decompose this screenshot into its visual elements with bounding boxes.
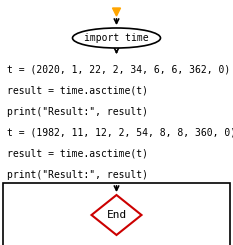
Text: result = time.asctime(t): result = time.asctime(t) xyxy=(7,86,148,96)
Text: import time: import time xyxy=(84,33,149,43)
Bar xyxy=(3,183,230,245)
Ellipse shape xyxy=(72,28,161,48)
Polygon shape xyxy=(92,195,141,235)
Text: t = (1982, 11, 12, 2, 54, 8, 8, 360, 0): t = (1982, 11, 12, 2, 54, 8, 8, 360, 0) xyxy=(7,128,233,138)
Text: End: End xyxy=(106,210,127,220)
Text: t = (2020, 1, 22, 2, 34, 6, 6, 362, 0): t = (2020, 1, 22, 2, 34, 6, 6, 362, 0) xyxy=(7,65,230,74)
Polygon shape xyxy=(113,8,120,16)
Text: print("Result:", result): print("Result:", result) xyxy=(7,170,148,180)
Text: print("Result:", result): print("Result:", result) xyxy=(7,107,148,117)
Text: result = time.asctime(t): result = time.asctime(t) xyxy=(7,149,148,159)
